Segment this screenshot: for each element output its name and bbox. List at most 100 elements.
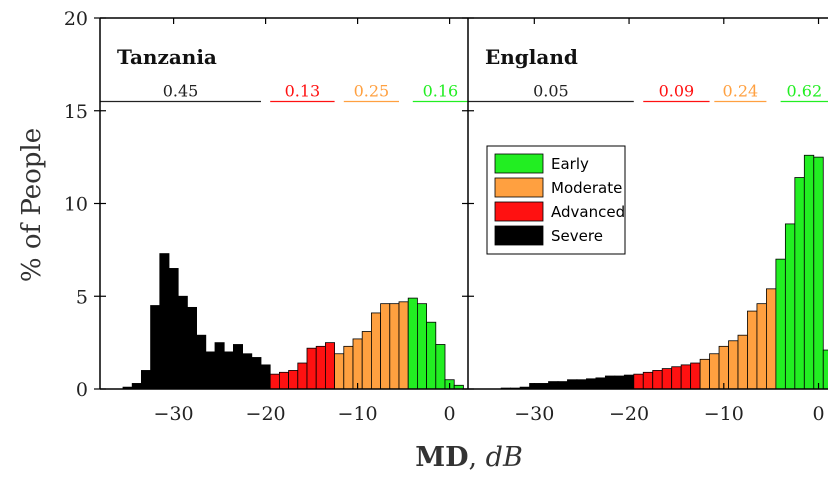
histogram-bar [416,303,427,390]
histogram-bar [756,303,767,390]
histogram-bar [398,301,409,390]
histogram-bar [604,375,616,390]
histogram-bar [389,303,400,390]
x-tick-label: 0 [812,403,824,425]
histogram-bar [269,373,280,390]
histogram-bar [223,351,234,390]
histogram-bar [186,306,197,390]
histogram-bar [747,310,758,390]
histogram-bar [680,364,692,390]
legend-label-severe: Severe [551,227,603,245]
histogram-bar [576,379,587,390]
x-axis-label-main: MD [415,442,468,473]
histogram-bar [288,370,299,390]
histogram-bar [567,379,578,390]
x-tick-label: −10 [338,403,378,425]
histogram-bar [370,312,381,390]
range-label-advanced: 0.13 [285,81,321,100]
y-axis-label: % of People [17,128,47,282]
histogram-bar [251,357,262,390]
histogram-bar [709,353,720,390]
histogram-bar [196,334,207,390]
legend-label-moderate: Moderate [551,179,622,197]
histogram-bar [614,375,625,390]
histogram-bar [297,362,308,390]
histogram-bar [306,347,317,390]
histogram-bar [426,321,437,390]
histogram-bar [737,334,748,390]
histogram-bar [343,345,354,390]
histogram-bar [766,288,777,390]
panel-england: 0.05 0.09 0.24 0.62 England −30 −20 −10 0 Early Mo… [462,17,828,425]
x-tick-label: −20 [609,403,649,425]
y-tick-label: 10 [64,194,88,216]
histogram-bar [671,366,682,390]
histogram-bar [728,340,739,390]
histogram-bar [315,345,326,390]
x-tick-label: 0 [444,403,456,425]
y-tick-label: 0 [76,379,88,401]
x-tick-label: −20 [246,403,286,425]
histogram-bar [548,381,559,390]
histogram-bar [784,223,796,390]
y-tick-label: 5 [76,286,88,308]
histogram-bar [813,156,824,390]
histogram-bar [361,331,372,390]
legend-label-early: Early [551,155,589,173]
histogram-bar [205,351,216,390]
histogram-bar [633,373,644,390]
panel-title: England [485,45,578,69]
histogram-bar [380,303,391,390]
x-axis-label-sep: , [469,442,486,473]
histogram-bar [642,371,654,390]
histogram-bar [538,383,549,390]
histogram-bar [278,371,289,390]
histogram-bar [242,353,253,390]
histogram-bar [159,253,170,390]
range-label-early: 0.16 [423,81,459,100]
panel-title: Tanzania [117,45,217,69]
x-tick-label: −10 [704,403,744,425]
histogram-bar [150,305,161,390]
histogram-bar [407,297,418,390]
histogram-bar [699,358,710,390]
x-tick-label: −30 [514,403,554,425]
legend-swatch-advanced [494,201,544,222]
y-tick-label: 20 [64,8,88,30]
histogram-bar [652,370,663,390]
legend-swatch-moderate [494,177,544,198]
histogram-bar [586,378,597,390]
histogram-bar [232,344,243,390]
range-label-moderate: 0.24 [723,81,759,100]
histogram-bar [803,154,815,390]
histogram-bar [557,381,568,390]
legend-label-advanced: Advanced [551,203,625,221]
histogram-bar [718,345,729,390]
histogram-bar [595,377,606,390]
legend: Early Moderate Advanced Severe [486,145,626,255]
histogram-bar [177,295,188,390]
histogram-bar [775,258,786,390]
histogram-bar [822,349,828,390]
histogram-bar [435,344,446,390]
histogram-bar [690,362,701,390]
legend-swatch-severe [494,225,544,246]
panels: 0.45 0.13 0.25 0.16 Tanzania −30 −20 −10 0 0 5 10 15… [64,8,828,425]
histogram-bar [324,342,335,390]
range-label-early: 0.62 [787,81,823,100]
range-label-moderate: 0.25 [354,81,390,100]
histogram-bar [352,338,363,390]
histogram-bar [794,177,805,390]
histogram-bar [168,268,179,390]
range-label-severe: 0.05 [533,81,569,100]
legend-swatch-early [494,153,544,174]
x-axis-label: MD, dB [415,442,523,473]
range-label-advanced: 0.09 [659,81,695,100]
histogram-bar [661,368,673,390]
x-axis-label-unit: dB [486,442,523,473]
y-tick-label: 15 [64,101,88,123]
histogram-bar [131,383,142,390]
histogram-bar [214,342,225,390]
histogram-bar [334,353,345,390]
